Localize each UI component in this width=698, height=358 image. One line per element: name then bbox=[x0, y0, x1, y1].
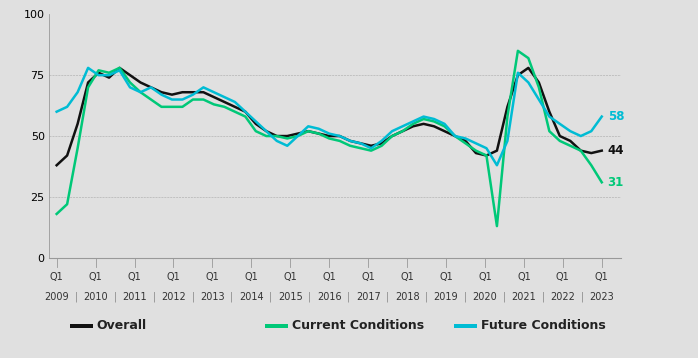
Text: |: | bbox=[542, 292, 545, 303]
Text: Overall: Overall bbox=[96, 319, 147, 332]
Text: Q1: Q1 bbox=[89, 272, 103, 282]
Text: Q1: Q1 bbox=[322, 272, 336, 282]
Text: 2009: 2009 bbox=[45, 292, 69, 302]
Text: 2018: 2018 bbox=[395, 292, 419, 302]
Text: |: | bbox=[191, 292, 195, 303]
Text: Q1: Q1 bbox=[478, 272, 492, 282]
Text: |: | bbox=[308, 292, 311, 303]
Text: |: | bbox=[503, 292, 506, 303]
Text: 2022: 2022 bbox=[551, 292, 575, 302]
Text: |: | bbox=[75, 292, 77, 303]
Text: |: | bbox=[581, 292, 584, 303]
Text: |: | bbox=[464, 292, 467, 303]
Text: 31: 31 bbox=[607, 176, 624, 189]
Text: Current Conditions: Current Conditions bbox=[292, 319, 424, 332]
Text: 2019: 2019 bbox=[433, 292, 459, 302]
Text: 44: 44 bbox=[607, 144, 624, 157]
Text: Q1: Q1 bbox=[517, 272, 530, 282]
Text: Q1: Q1 bbox=[205, 272, 219, 282]
Text: Q1: Q1 bbox=[128, 272, 142, 282]
Text: 2013: 2013 bbox=[200, 292, 225, 302]
FancyBboxPatch shape bbox=[265, 324, 288, 328]
Text: 58: 58 bbox=[607, 110, 624, 123]
Text: |: | bbox=[425, 292, 428, 303]
Text: |: | bbox=[269, 292, 272, 303]
Text: Future Conditions: Future Conditions bbox=[480, 319, 605, 332]
Text: Q1: Q1 bbox=[283, 272, 297, 282]
Text: |: | bbox=[386, 292, 389, 303]
Text: |: | bbox=[114, 292, 117, 303]
FancyBboxPatch shape bbox=[454, 324, 477, 328]
Text: 2012: 2012 bbox=[161, 292, 186, 302]
Text: Q1: Q1 bbox=[439, 272, 453, 282]
Text: Q1: Q1 bbox=[50, 272, 64, 282]
Text: Q1: Q1 bbox=[362, 272, 375, 282]
Text: 2020: 2020 bbox=[473, 292, 497, 302]
Text: 2021: 2021 bbox=[512, 292, 536, 302]
Text: 2017: 2017 bbox=[356, 292, 380, 302]
Text: 2011: 2011 bbox=[122, 292, 147, 302]
Text: |: | bbox=[230, 292, 234, 303]
Text: Q1: Q1 bbox=[400, 272, 414, 282]
Text: Q1: Q1 bbox=[595, 272, 609, 282]
Text: 2023: 2023 bbox=[589, 292, 614, 302]
Text: Q1: Q1 bbox=[556, 272, 570, 282]
Text: Q1: Q1 bbox=[167, 272, 180, 282]
FancyBboxPatch shape bbox=[70, 324, 93, 328]
Text: 2016: 2016 bbox=[317, 292, 341, 302]
Text: Q1: Q1 bbox=[244, 272, 258, 282]
Text: 2014: 2014 bbox=[239, 292, 264, 302]
Text: |: | bbox=[347, 292, 350, 303]
Text: |: | bbox=[152, 292, 156, 303]
Text: 2010: 2010 bbox=[83, 292, 108, 302]
Text: 2015: 2015 bbox=[278, 292, 303, 302]
